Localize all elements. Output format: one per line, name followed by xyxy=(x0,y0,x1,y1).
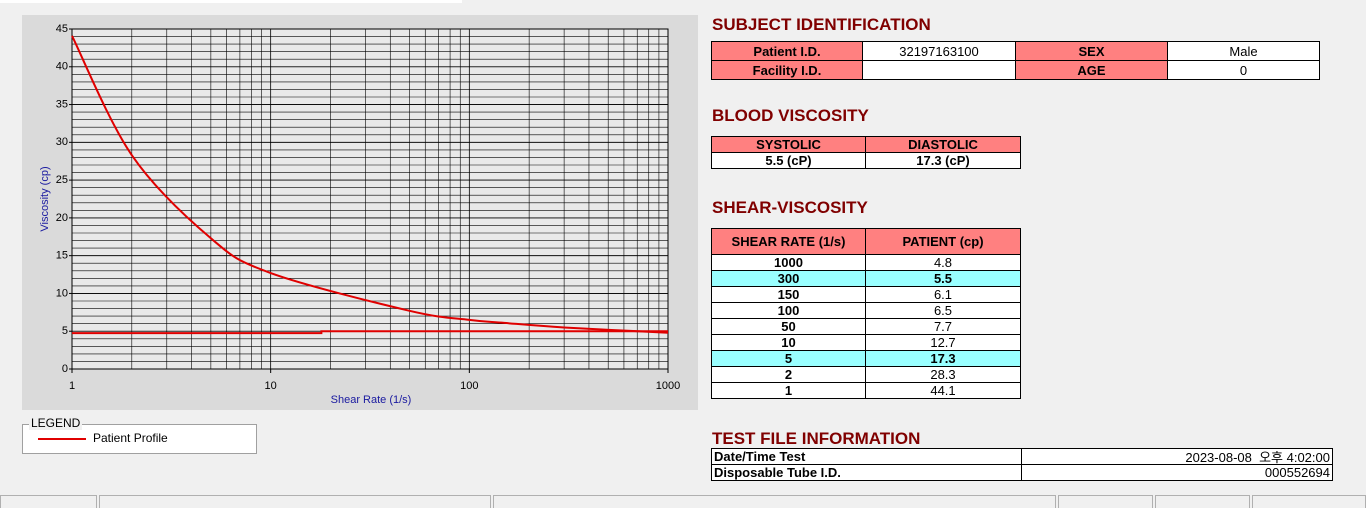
table-cell: 44.1 xyxy=(866,383,1020,398)
section-title: SUBJECT IDENTIFICATION xyxy=(712,15,931,34)
series-line xyxy=(71,35,669,334)
table-cell: 4.8 xyxy=(866,255,1020,270)
x-tick-label: 100 xyxy=(460,380,478,392)
table-cell: 17.3 xyxy=(866,351,1020,366)
shear-viscosity-table: SHEAR RATE (1/s) PATIENT (cp) 1000 4.8 300 5.… xyxy=(711,228,1021,399)
table-cell: 150 xyxy=(712,287,865,302)
y-tick-label: 10 xyxy=(56,287,68,299)
table-cell: SEX xyxy=(1016,42,1167,60)
y-tick-label: 0 xyxy=(62,363,68,375)
table-cell: DIASTOLIC xyxy=(866,137,1020,152)
series-line xyxy=(72,330,668,335)
table-cell: SYSTOLIC xyxy=(712,137,865,152)
table-cell: 0 xyxy=(1168,61,1319,79)
legend: LEGEND Patient Profile xyxy=(22,416,257,454)
status-bar xyxy=(0,495,1366,508)
table-cell: 000552694 xyxy=(1022,465,1332,480)
table-cell: 12.7 xyxy=(866,335,1020,350)
chart: Shear Rate (1/s) Viscosity (cp) 0 5 10 15 20… xyxy=(22,15,698,410)
table-cell: 5.5 (cP) xyxy=(712,153,865,168)
top-tab xyxy=(0,0,462,3)
y-tick-label: 30 xyxy=(56,136,68,148)
table-cell: 300 xyxy=(712,271,865,286)
table-cell: AGE xyxy=(1016,61,1167,79)
x-tick-label: 1 xyxy=(69,380,75,392)
x-tick-label: 1000 xyxy=(656,380,680,392)
x-tick-label: 10 xyxy=(265,380,277,392)
x-axis-title: Shear Rate (1/s) xyxy=(331,394,412,406)
table-cell: 50 xyxy=(712,319,865,334)
table-cell: 7.7 xyxy=(866,319,1020,334)
test-file-table: Date/Time Test 2023-08-08 오후 4:02:00 Dispo… xyxy=(711,448,1333,481)
table-cell: 6.1 xyxy=(866,287,1020,302)
legend-label: Patient Profile xyxy=(93,431,168,445)
legend-title: LEGEND xyxy=(29,416,83,430)
table-cell: 1 xyxy=(712,383,865,398)
y-tick-label: 15 xyxy=(56,250,68,262)
plot-area xyxy=(72,29,668,369)
y-tick-label: 25 xyxy=(56,174,68,186)
table-cell: SHEAR RATE (1/s) xyxy=(712,229,865,254)
status-cell xyxy=(99,495,491,508)
table-cell: 17.3 (cP) xyxy=(866,153,1020,168)
table-cell: 6.5 xyxy=(866,303,1020,318)
y-tick-label: 35 xyxy=(56,98,68,110)
table-cell: Disposable Tube I.D. xyxy=(712,465,1021,480)
table-cell: Date/Time Test xyxy=(712,449,1021,464)
table-cell: 5.5 xyxy=(866,271,1020,286)
y-tick-label: 20 xyxy=(56,212,68,224)
subject-table: Patient I.D. 32197163100 SEX Male Facility I… xyxy=(711,41,1320,80)
status-cell xyxy=(1058,495,1153,508)
legend-swatch xyxy=(38,438,86,440)
section-title: SHEAR-VISCOSITY xyxy=(712,198,868,217)
table-cell: Facility I.D. xyxy=(712,61,862,79)
plot-border xyxy=(71,28,669,370)
y-tick-label: 5 xyxy=(62,325,68,337)
status-cell xyxy=(1155,495,1250,508)
table-cell: 32197163100 xyxy=(863,42,1015,60)
table-cell: 2023-08-08 오후 4:02:00 xyxy=(1022,449,1332,464)
table-cell: 100 xyxy=(712,303,865,318)
y-tick-label: 45 xyxy=(56,23,68,35)
status-cell xyxy=(493,495,1056,508)
y-tick-label: 40 xyxy=(56,61,68,73)
table-cell: 10 xyxy=(712,335,865,350)
table-cell: 1000 xyxy=(712,255,865,270)
y-axis-title: Viscosity (cp) xyxy=(39,166,51,231)
status-cell xyxy=(0,495,97,508)
section-title: TEST FILE INFORMATION xyxy=(712,429,921,448)
table-cell: 5 xyxy=(712,351,865,366)
table-cell: Male xyxy=(1168,42,1319,60)
table-cell: Patient I.D. xyxy=(712,42,862,60)
table-cell: PATIENT (cp) xyxy=(866,229,1020,254)
blood-viscosity-table: SYSTOLIC DIASTOLIC 5.5 (cP) 17.3 (cP) xyxy=(711,136,1021,169)
status-cell xyxy=(1252,495,1366,508)
table-cell: 28.3 xyxy=(866,367,1020,382)
table-cell xyxy=(863,61,1015,79)
section-title: BLOOD VISCOSITY xyxy=(712,106,869,125)
table-cell: 2 xyxy=(712,367,865,382)
